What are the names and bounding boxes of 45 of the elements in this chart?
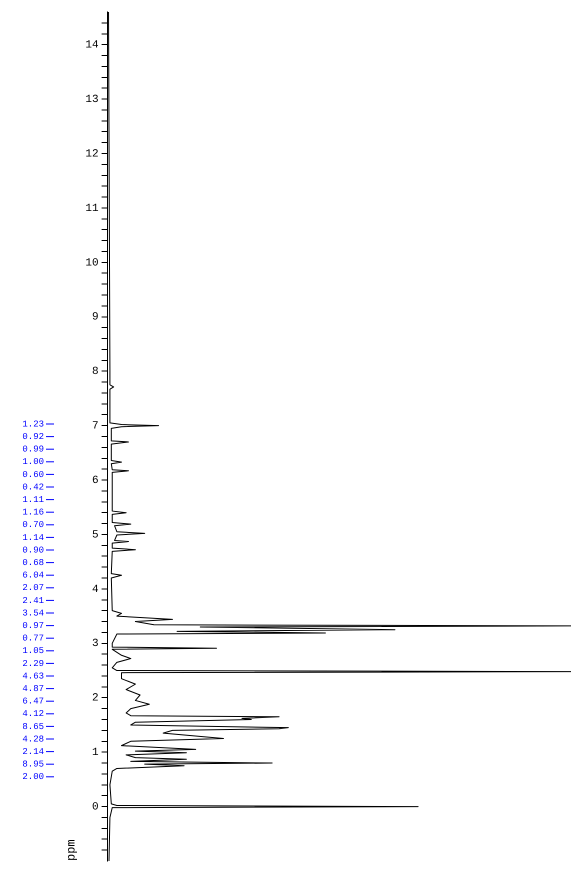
text: 1.05 — [22, 646, 44, 656]
y-tick-label: 6 — [92, 474, 99, 487]
y-tick-label: 11 — [85, 202, 99, 215]
text: 1.16 — [22, 508, 44, 518]
text: 0.77 — [22, 634, 44, 644]
y-tick-label: 2 — [92, 692, 99, 705]
y-tick-label: 5 — [92, 529, 99, 542]
text: 0.68 — [22, 558, 44, 568]
text: 0.70 — [22, 520, 44, 530]
text: 2.14 — [22, 746, 44, 757]
text: 0.60 — [22, 470, 44, 480]
text: 8.95 — [22, 760, 44, 770]
text: 1.00 — [22, 457, 44, 468]
y-tick-label: 10 — [85, 257, 99, 270]
y-tick-label: 8 — [92, 366, 99, 378]
text: 2.00 — [22, 772, 44, 782]
y-tick-label: 12 — [85, 148, 99, 160]
text: 0.90 — [22, 545, 44, 556]
y-tick-label: 3 — [92, 638, 99, 650]
y-axis-title: ppm — [64, 839, 78, 861]
text: 4.63 — [22, 671, 44, 682]
text: 2.29 — [22, 658, 44, 669]
text: 1.14 — [22, 532, 44, 543]
text: 0.97 — [22, 620, 44, 631]
y-tick-label: 0 — [92, 801, 99, 814]
text: 0.42 — [22, 482, 44, 492]
y-tick-label: 7 — [92, 420, 99, 433]
text: 2.41 — [22, 596, 44, 606]
text: 0.99 — [22, 444, 44, 455]
text: 1.11 — [22, 494, 44, 505]
y-tick-label: 4 — [92, 584, 99, 596]
text: 4.87 — [22, 684, 44, 694]
y-tick-label: 13 — [85, 94, 99, 106]
text: 6.47 — [22, 696, 44, 707]
text: 2.07 — [22, 583, 44, 594]
text: 6.04 — [22, 570, 44, 581]
text: 4.12 — [22, 709, 44, 720]
y-tick-label: 14 — [85, 40, 99, 52]
text: 8.65 — [22, 722, 44, 732]
y-tick-label: 1 — [92, 747, 99, 760]
text: 3.54 — [22, 608, 44, 618]
y-tick-label: 9 — [92, 312, 99, 324]
text: 1.23 — [22, 419, 44, 430]
text: 0.92 — [22, 432, 44, 442]
text: 4.28 — [22, 734, 44, 744]
